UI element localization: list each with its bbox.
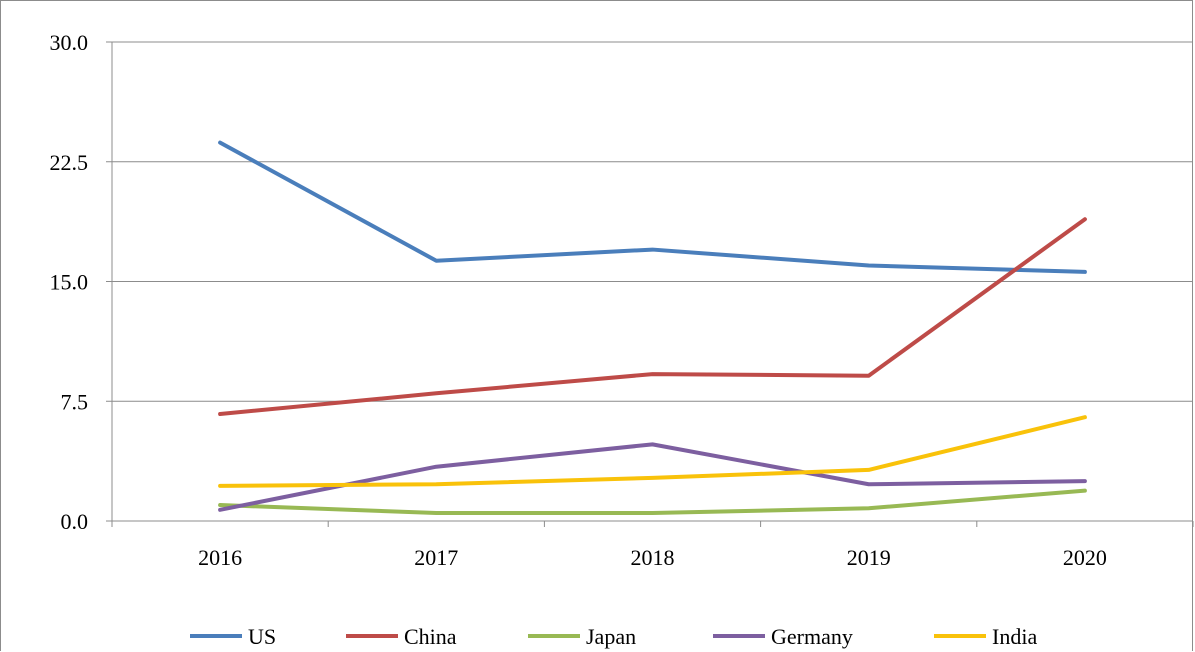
y-tick-label: 15.0 (50, 270, 89, 295)
legend-label: US (248, 624, 276, 649)
axes: 0.0 7.5 15.0 22.5 30.0 2016 2017 2018 2019 2020 (50, 30, 1194, 570)
series-lines (218, 140, 1087, 516)
series-line-us (218, 140, 1087, 274)
x-tick-label: 2016 (198, 545, 242, 570)
series-line-india (218, 415, 1087, 488)
series-line-germany (218, 442, 1087, 512)
y-tick-label: 0.0 (61, 509, 89, 534)
legend-label: India (992, 624, 1037, 649)
y-tick-label: 22.5 (50, 150, 89, 175)
x-tick-label: 2017 (414, 545, 458, 570)
y-tick-label: 30.0 (50, 30, 89, 55)
legend: US China Japan Germany India (190, 624, 1037, 649)
legend-label: China (404, 624, 457, 649)
x-tick-label: 2018 (631, 545, 675, 570)
series-line-china (218, 217, 1087, 417)
y-tick-label: 7.5 (61, 389, 89, 414)
x-tick-label: 2020 (1063, 545, 1107, 570)
legend-label: Germany (771, 624, 853, 649)
series-line-japan (218, 488, 1087, 516)
gridlines (112, 41, 1193, 402)
x-tick-label: 2019 (847, 545, 891, 570)
legend-label: Japan (586, 624, 636, 649)
